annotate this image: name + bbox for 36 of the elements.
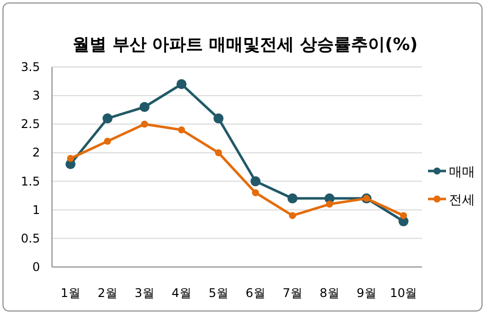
ytick: 1 bbox=[32, 202, 40, 217]
point bbox=[252, 189, 259, 196]
point bbox=[215, 149, 222, 156]
ytick: 2 bbox=[32, 146, 40, 160]
xtick: 8월 bbox=[320, 286, 340, 300]
ytick: 3 bbox=[32, 88, 40, 103]
point bbox=[250, 176, 260, 186]
legend-label: 전세 bbox=[449, 193, 475, 208]
xtick: 1월 bbox=[60, 286, 80, 300]
xtick: 10월 bbox=[390, 286, 418, 300]
legend-label: 매매 bbox=[449, 165, 475, 180]
ytick: 0 bbox=[32, 260, 40, 274]
point bbox=[326, 200, 333, 208]
point bbox=[288, 193, 298, 204]
point bbox=[104, 138, 111, 145]
ytick: 3.5 bbox=[20, 60, 40, 74]
ytick: 2.5 bbox=[20, 117, 40, 132]
point bbox=[67, 154, 74, 162]
point bbox=[400, 212, 407, 220]
xtick: 6월 bbox=[246, 286, 266, 300]
title: 월별 부산 아파트 매매및전세 상승률추이(%) bbox=[72, 35, 418, 55]
point bbox=[176, 79, 186, 90]
xtick: 7월 bbox=[282, 286, 302, 300]
xtick: 2월 bbox=[98, 286, 118, 300]
ytick: 1.5 bbox=[20, 174, 40, 188]
point bbox=[178, 126, 185, 134]
xtick: 3월 bbox=[134, 286, 154, 300]
point bbox=[141, 120, 148, 128]
xtick: 9월 bbox=[356, 286, 376, 300]
point bbox=[214, 113, 224, 124]
xtick: 5월 bbox=[208, 286, 228, 300]
point bbox=[140, 102, 150, 112]
point bbox=[102, 113, 112, 124]
ytick: 0.5 bbox=[20, 231, 40, 246]
point bbox=[289, 212, 296, 220]
xtick: 4월 bbox=[172, 286, 192, 300]
